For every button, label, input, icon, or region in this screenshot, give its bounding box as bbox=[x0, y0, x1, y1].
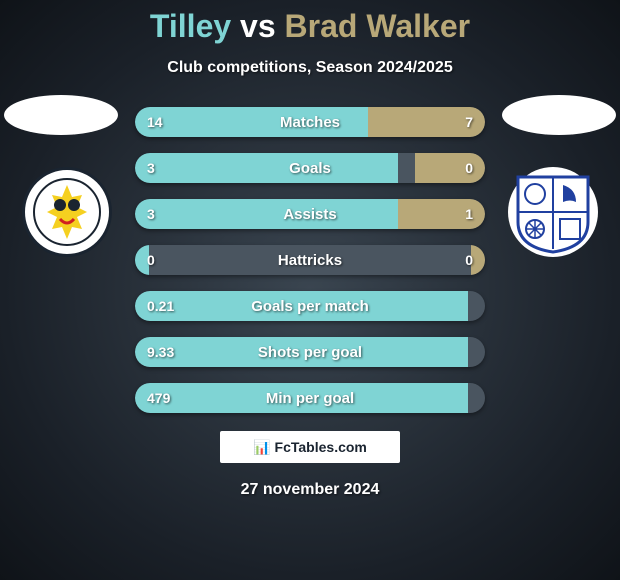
stat-label: Hattricks bbox=[135, 245, 485, 275]
brand-text: FcTables.com bbox=[275, 439, 367, 455]
comparison-title: Tilley vs Brad Walker bbox=[0, 0, 620, 45]
stat-value-right: 0 bbox=[465, 153, 473, 183]
stat-row: 3Assists1 bbox=[135, 199, 485, 229]
stat-label: Goals per match bbox=[135, 291, 485, 321]
stat-value-right: 0 bbox=[465, 245, 473, 275]
date-label: 27 november 2024 bbox=[0, 481, 620, 499]
stat-label: Assists bbox=[135, 199, 485, 229]
stat-row: 0.21Goals per match bbox=[135, 291, 485, 321]
player1-silhouette bbox=[4, 95, 118, 135]
crest-left-icon bbox=[32, 177, 102, 247]
stat-row: 0Hattricks0 bbox=[135, 245, 485, 275]
crest-right-icon bbox=[508, 167, 598, 257]
player2-name: Brad Walker bbox=[285, 8, 471, 44]
comparison-content: 14Matches73Goals03Assists10Hattricks00.2… bbox=[0, 107, 620, 413]
stat-label: Matches bbox=[135, 107, 485, 137]
player1-name: Tilley bbox=[150, 8, 231, 44]
brand-logo[interactable]: 📊 FcTables.com bbox=[220, 431, 400, 463]
player2-club-crest bbox=[508, 167, 598, 257]
stat-rows-container: 14Matches73Goals03Assists10Hattricks00.2… bbox=[135, 107, 485, 413]
stat-row: 14Matches7 bbox=[135, 107, 485, 137]
subtitle: Club competitions, Season 2024/2025 bbox=[0, 59, 620, 77]
player2-silhouette bbox=[502, 95, 616, 135]
stat-row: 479Min per goal bbox=[135, 383, 485, 413]
stat-value-right: 1 bbox=[465, 199, 473, 229]
vs-separator: vs bbox=[240, 8, 276, 44]
stat-value-right: 7 bbox=[465, 107, 473, 137]
stat-label: Shots per goal bbox=[135, 337, 485, 367]
stat-label: Goals bbox=[135, 153, 485, 183]
stat-row: 9.33Shots per goal bbox=[135, 337, 485, 367]
chart-icon: 📊 bbox=[253, 439, 270, 456]
stat-row: 3Goals0 bbox=[135, 153, 485, 183]
stat-label: Min per goal bbox=[135, 383, 485, 413]
player1-club-crest bbox=[22, 167, 112, 257]
